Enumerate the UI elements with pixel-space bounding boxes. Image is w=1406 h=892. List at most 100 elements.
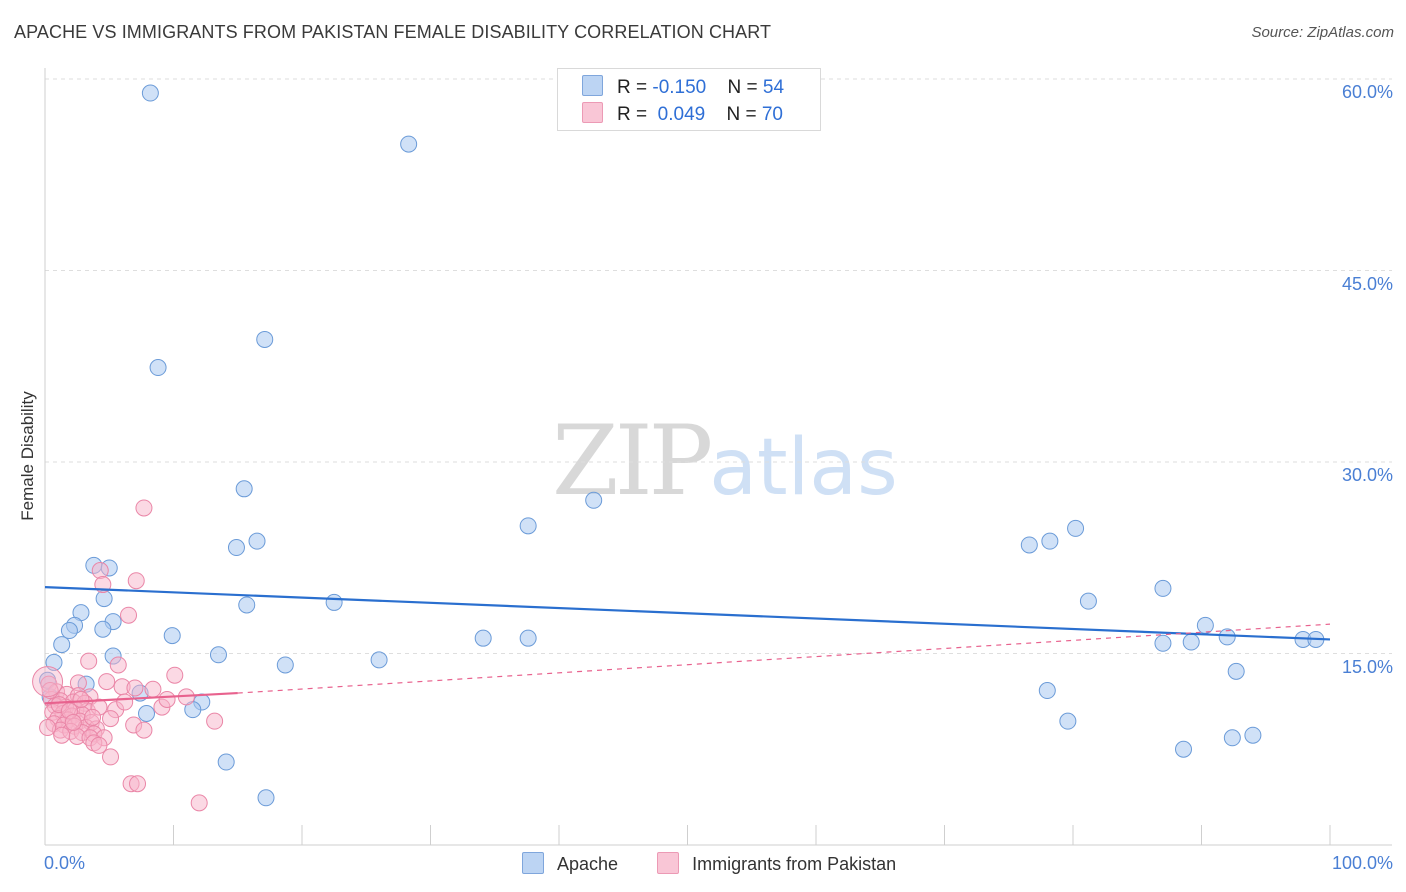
apache-swatch	[522, 852, 544, 874]
n-label: N =	[727, 77, 763, 98]
apache-point[interactable]	[276, 656, 294, 674]
apache-point[interactable]	[256, 330, 274, 348]
pakistan-point[interactable]	[144, 680, 162, 698]
y-axis-label: Female Disability	[18, 391, 37, 521]
apache-point[interactable]	[1175, 740, 1193, 758]
apache-points	[39, 84, 1325, 807]
y-tick-label: 45.0%	[1341, 273, 1393, 294]
pakistan-swatch	[582, 102, 603, 123]
apache-point[interactable]	[1182, 633, 1200, 651]
apache-point[interactable]	[227, 539, 245, 557]
legend-label-pakistan: Immigrants from Pakistan	[692, 854, 897, 874]
pakistan-point[interactable]	[64, 713, 82, 731]
apache-point[interactable]	[325, 593, 343, 611]
pakistan-point[interactable]	[120, 606, 138, 624]
pakistan-point[interactable]	[91, 562, 109, 580]
pakistan-point[interactable]	[41, 682, 59, 700]
pakistan-point[interactable]	[102, 748, 120, 766]
apache-point[interactable]	[400, 135, 418, 153]
apache-point[interactable]	[370, 651, 388, 669]
watermark-zip: ZIP	[552, 405, 713, 517]
pakistan-point[interactable]	[129, 775, 147, 793]
pakistan-point[interactable]	[116, 693, 134, 711]
pakistan-point[interactable]	[126, 679, 144, 697]
r-label: R =	[617, 77, 653, 98]
x-tick-label-max: 100.0%	[1331, 853, 1393, 873]
trend-lines	[44, 586, 1331, 705]
pakistan-points	[32, 499, 224, 812]
apache-point[interactable]	[163, 627, 181, 645]
pakistan-point[interactable]	[135, 499, 153, 517]
watermark-atlas: atlas	[709, 423, 898, 513]
apache-point[interactable]	[519, 517, 537, 535]
r-value: 0.049	[652, 104, 706, 125]
pakistan-trend-line	[44, 691, 238, 705]
apache-point[interactable]	[257, 789, 275, 807]
pakistan-point[interactable]	[102, 710, 120, 728]
legend-item-pakistan[interactable]: Immigrants from Pakistan	[657, 852, 896, 875]
apache-point[interactable]	[1196, 616, 1214, 634]
apache-point[interactable]	[235, 480, 253, 498]
x-tick-label-min: 0.0%	[44, 853, 86, 873]
apache-point[interactable]	[60, 622, 78, 640]
n-value: 70	[761, 104, 783, 125]
apache-point[interactable]	[217, 753, 235, 771]
pakistan-point[interactable]	[158, 690, 176, 708]
r-value: -0.150	[652, 77, 707, 98]
legend-row-apache: R = -0.150 N = 54	[582, 75, 784, 99]
pakistan-cluster-point[interactable]	[32, 666, 64, 698]
apache-trend-line	[44, 586, 1331, 641]
y-tick-label: 60.0%	[1341, 82, 1393, 102]
pakistan-trend-extension	[237, 623, 1331, 694]
apache-point[interactable]	[238, 596, 256, 614]
apache-point[interactable]	[141, 84, 159, 102]
apache-point[interactable]	[1020, 536, 1038, 554]
apache-point[interactable]	[1154, 579, 1172, 597]
series-legend: Apache Immigrants from Pakistan	[522, 852, 930, 875]
apache-point[interactable]	[1154, 634, 1172, 652]
apache-point[interactable]	[209, 646, 227, 664]
pakistan-point[interactable]	[39, 719, 57, 737]
apache-point[interactable]	[1227, 662, 1245, 680]
pakistan-point[interactable]	[166, 666, 184, 684]
apache-point[interactable]	[1079, 592, 1097, 610]
pakistan-point[interactable]	[53, 726, 71, 744]
apache-point[interactable]	[1067, 519, 1085, 537]
apache-point[interactable]	[1038, 682, 1056, 700]
n-value: 54	[762, 77, 785, 98]
apache-point[interactable]	[1218, 628, 1236, 646]
pakistan-point[interactable]	[84, 708, 102, 726]
pakistan-point[interactable]	[109, 656, 127, 674]
apache-point[interactable]	[1223, 729, 1241, 747]
zipatlas-watermark: ZIPatlas	[552, 405, 898, 517]
correlation-legend: R = -0.150 N = 54 R = 0.049 N = 70	[557, 68, 821, 131]
apache-point[interactable]	[138, 705, 156, 723]
apache-point[interactable]	[1041, 532, 1059, 550]
apache-point[interactable]	[474, 629, 492, 647]
pakistan-point[interactable]	[80, 652, 98, 670]
apache-point[interactable]	[585, 491, 603, 509]
pakistan-point[interactable]	[72, 690, 90, 708]
apache-point[interactable]	[94, 620, 112, 638]
apache-point[interactable]	[53, 636, 71, 654]
apache-point[interactable]	[248, 532, 266, 550]
pakistan-point[interactable]	[98, 673, 116, 691]
apache-point[interactable]	[1059, 712, 1077, 730]
pakistan-point[interactable]	[135, 721, 153, 739]
apache-swatch	[582, 75, 603, 96]
pakistan-point[interactable]	[190, 794, 208, 812]
apache-point[interactable]	[519, 629, 537, 647]
pakistan-point[interactable]	[90, 736, 108, 754]
y-tick-label: 30.0%	[1341, 465, 1393, 485]
pakistan-point[interactable]	[127, 572, 145, 590]
apache-point[interactable]	[149, 359, 167, 377]
legend-item-apache[interactable]: Apache	[522, 852, 618, 875]
apache-point[interactable]	[1244, 726, 1262, 744]
chart-title: APACHE VS IMMIGRANTS FROM PAKISTAN FEMAL…	[14, 22, 772, 42]
apache-point[interactable]	[95, 590, 113, 608]
n-label: N =	[726, 104, 762, 125]
legend-label-apache: Apache	[557, 854, 619, 874]
pakistan-point[interactable]	[206, 712, 224, 730]
pakistan-swatch	[657, 852, 680, 874]
